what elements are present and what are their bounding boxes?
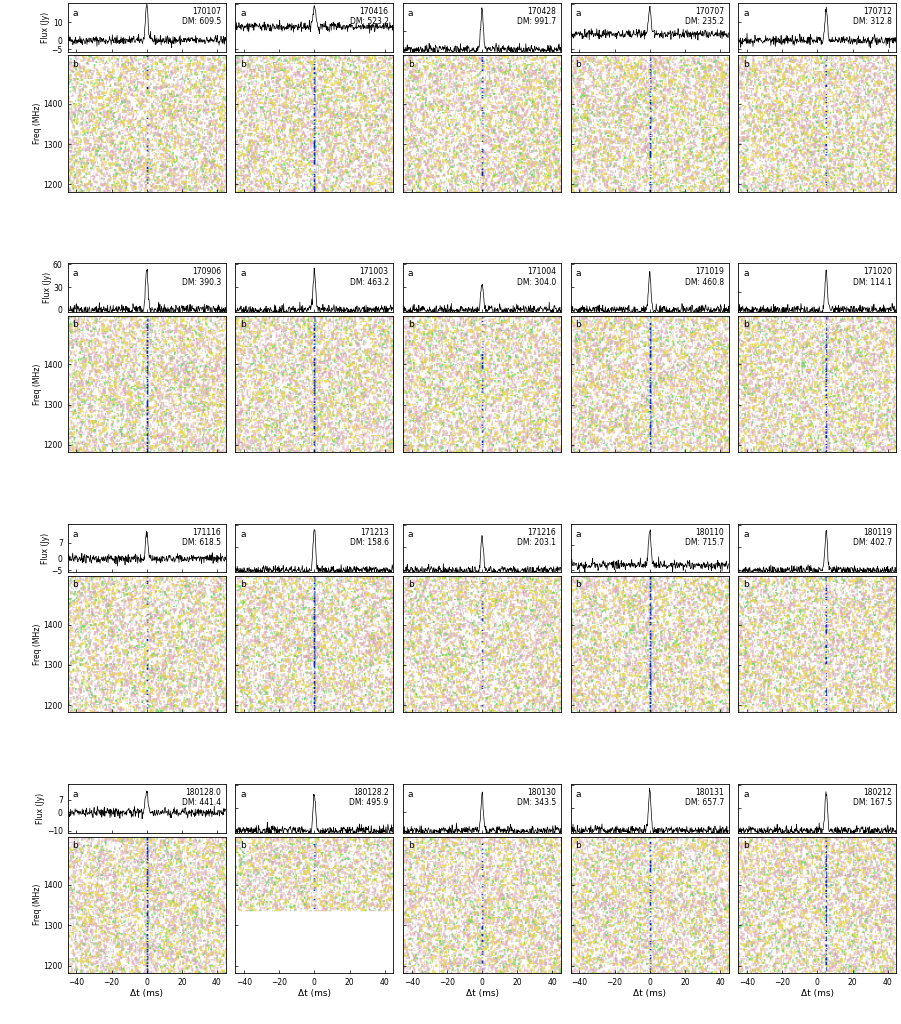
- Text: a: a: [743, 790, 749, 799]
- Text: b: b: [72, 319, 78, 329]
- Text: a: a: [72, 9, 77, 17]
- Text: a: a: [240, 9, 245, 17]
- Text: 180110
DM: 715.7: 180110 DM: 715.7: [685, 527, 724, 547]
- Text: b: b: [576, 319, 581, 329]
- Text: 171116
DM: 618.5: 171116 DM: 618.5: [182, 527, 221, 547]
- Text: b: b: [576, 59, 581, 69]
- Y-axis label: Freq (MHz): Freq (MHz): [33, 624, 42, 665]
- Text: a: a: [576, 790, 581, 799]
- Y-axis label: Flux (Jy): Flux (Jy): [36, 793, 45, 824]
- Text: b: b: [72, 59, 78, 69]
- Text: b: b: [576, 581, 581, 589]
- Y-axis label: Flux (Jy): Flux (Jy): [41, 12, 50, 43]
- Text: b: b: [407, 319, 414, 329]
- Text: 171004
DM: 304.0: 171004 DM: 304.0: [517, 267, 557, 287]
- Text: a: a: [407, 529, 414, 539]
- Text: a: a: [72, 529, 77, 539]
- Text: 180131
DM: 657.7: 180131 DM: 657.7: [685, 788, 724, 808]
- Text: 170416
DM: 523.2: 170416 DM: 523.2: [350, 7, 388, 27]
- Text: b: b: [576, 841, 581, 850]
- Text: a: a: [743, 9, 749, 17]
- Text: b: b: [743, 581, 749, 589]
- Text: a: a: [576, 269, 581, 279]
- Text: 171020
DM: 114.1: 171020 DM: 114.1: [853, 267, 892, 287]
- Text: b: b: [407, 59, 414, 69]
- Text: 170707
DM: 235.2: 170707 DM: 235.2: [685, 7, 724, 27]
- Text: a: a: [576, 9, 581, 17]
- X-axis label: Δt (ms): Δt (ms): [130, 989, 163, 998]
- Text: 170428
DM: 991.7: 170428 DM: 991.7: [517, 7, 557, 27]
- Text: b: b: [743, 841, 749, 850]
- Text: a: a: [743, 269, 749, 279]
- X-axis label: Δt (ms): Δt (ms): [801, 989, 834, 998]
- Y-axis label: Freq (MHz): Freq (MHz): [33, 884, 42, 926]
- Text: 180130
DM: 343.5: 180130 DM: 343.5: [517, 788, 557, 808]
- Text: 180128.2
DM: 495.9: 180128.2 DM: 495.9: [350, 788, 388, 808]
- Y-axis label: Flux (Jy): Flux (Jy): [41, 532, 50, 563]
- Text: a: a: [576, 529, 581, 539]
- Text: a: a: [240, 269, 245, 279]
- Text: b: b: [240, 59, 246, 69]
- Text: b: b: [240, 319, 246, 329]
- Text: 171213
DM: 158.6: 171213 DM: 158.6: [350, 527, 388, 547]
- X-axis label: Δt (ms): Δt (ms): [466, 989, 498, 998]
- X-axis label: Δt (ms): Δt (ms): [298, 989, 331, 998]
- Y-axis label: Freq (MHz): Freq (MHz): [33, 102, 42, 144]
- Text: b: b: [240, 841, 246, 850]
- Text: a: a: [743, 529, 749, 539]
- Text: b: b: [72, 581, 78, 589]
- Text: a: a: [72, 269, 77, 279]
- Text: 171003
DM: 463.2: 171003 DM: 463.2: [350, 267, 388, 287]
- Text: b: b: [743, 319, 749, 329]
- Text: 170712
DM: 312.8: 170712 DM: 312.8: [853, 7, 892, 27]
- Text: a: a: [72, 790, 77, 799]
- Text: b: b: [72, 841, 78, 850]
- Text: 180212
DM: 167.5: 180212 DM: 167.5: [852, 788, 892, 808]
- Text: 171216
DM: 203.1: 171216 DM: 203.1: [517, 527, 557, 547]
- Y-axis label: Freq (MHz): Freq (MHz): [33, 364, 42, 404]
- Text: a: a: [240, 529, 245, 539]
- X-axis label: Δt (ms): Δt (ms): [633, 989, 666, 998]
- Text: 170107
DM: 609.5: 170107 DM: 609.5: [182, 7, 221, 27]
- Text: b: b: [743, 59, 749, 69]
- Text: 180119
DM: 402.7: 180119 DM: 402.7: [852, 527, 892, 547]
- Text: b: b: [240, 581, 246, 589]
- Text: a: a: [240, 790, 245, 799]
- Text: b: b: [407, 581, 414, 589]
- Text: 170906
DM: 390.3: 170906 DM: 390.3: [182, 267, 221, 287]
- Text: 171019
DM: 460.8: 171019 DM: 460.8: [685, 267, 724, 287]
- Text: 180128.0
DM: 441.4: 180128.0 DM: 441.4: [182, 788, 221, 808]
- Y-axis label: Flux (Jy): Flux (Jy): [42, 272, 51, 303]
- Text: a: a: [407, 790, 414, 799]
- Text: a: a: [407, 269, 414, 279]
- Text: b: b: [407, 841, 414, 850]
- Text: a: a: [407, 9, 414, 17]
